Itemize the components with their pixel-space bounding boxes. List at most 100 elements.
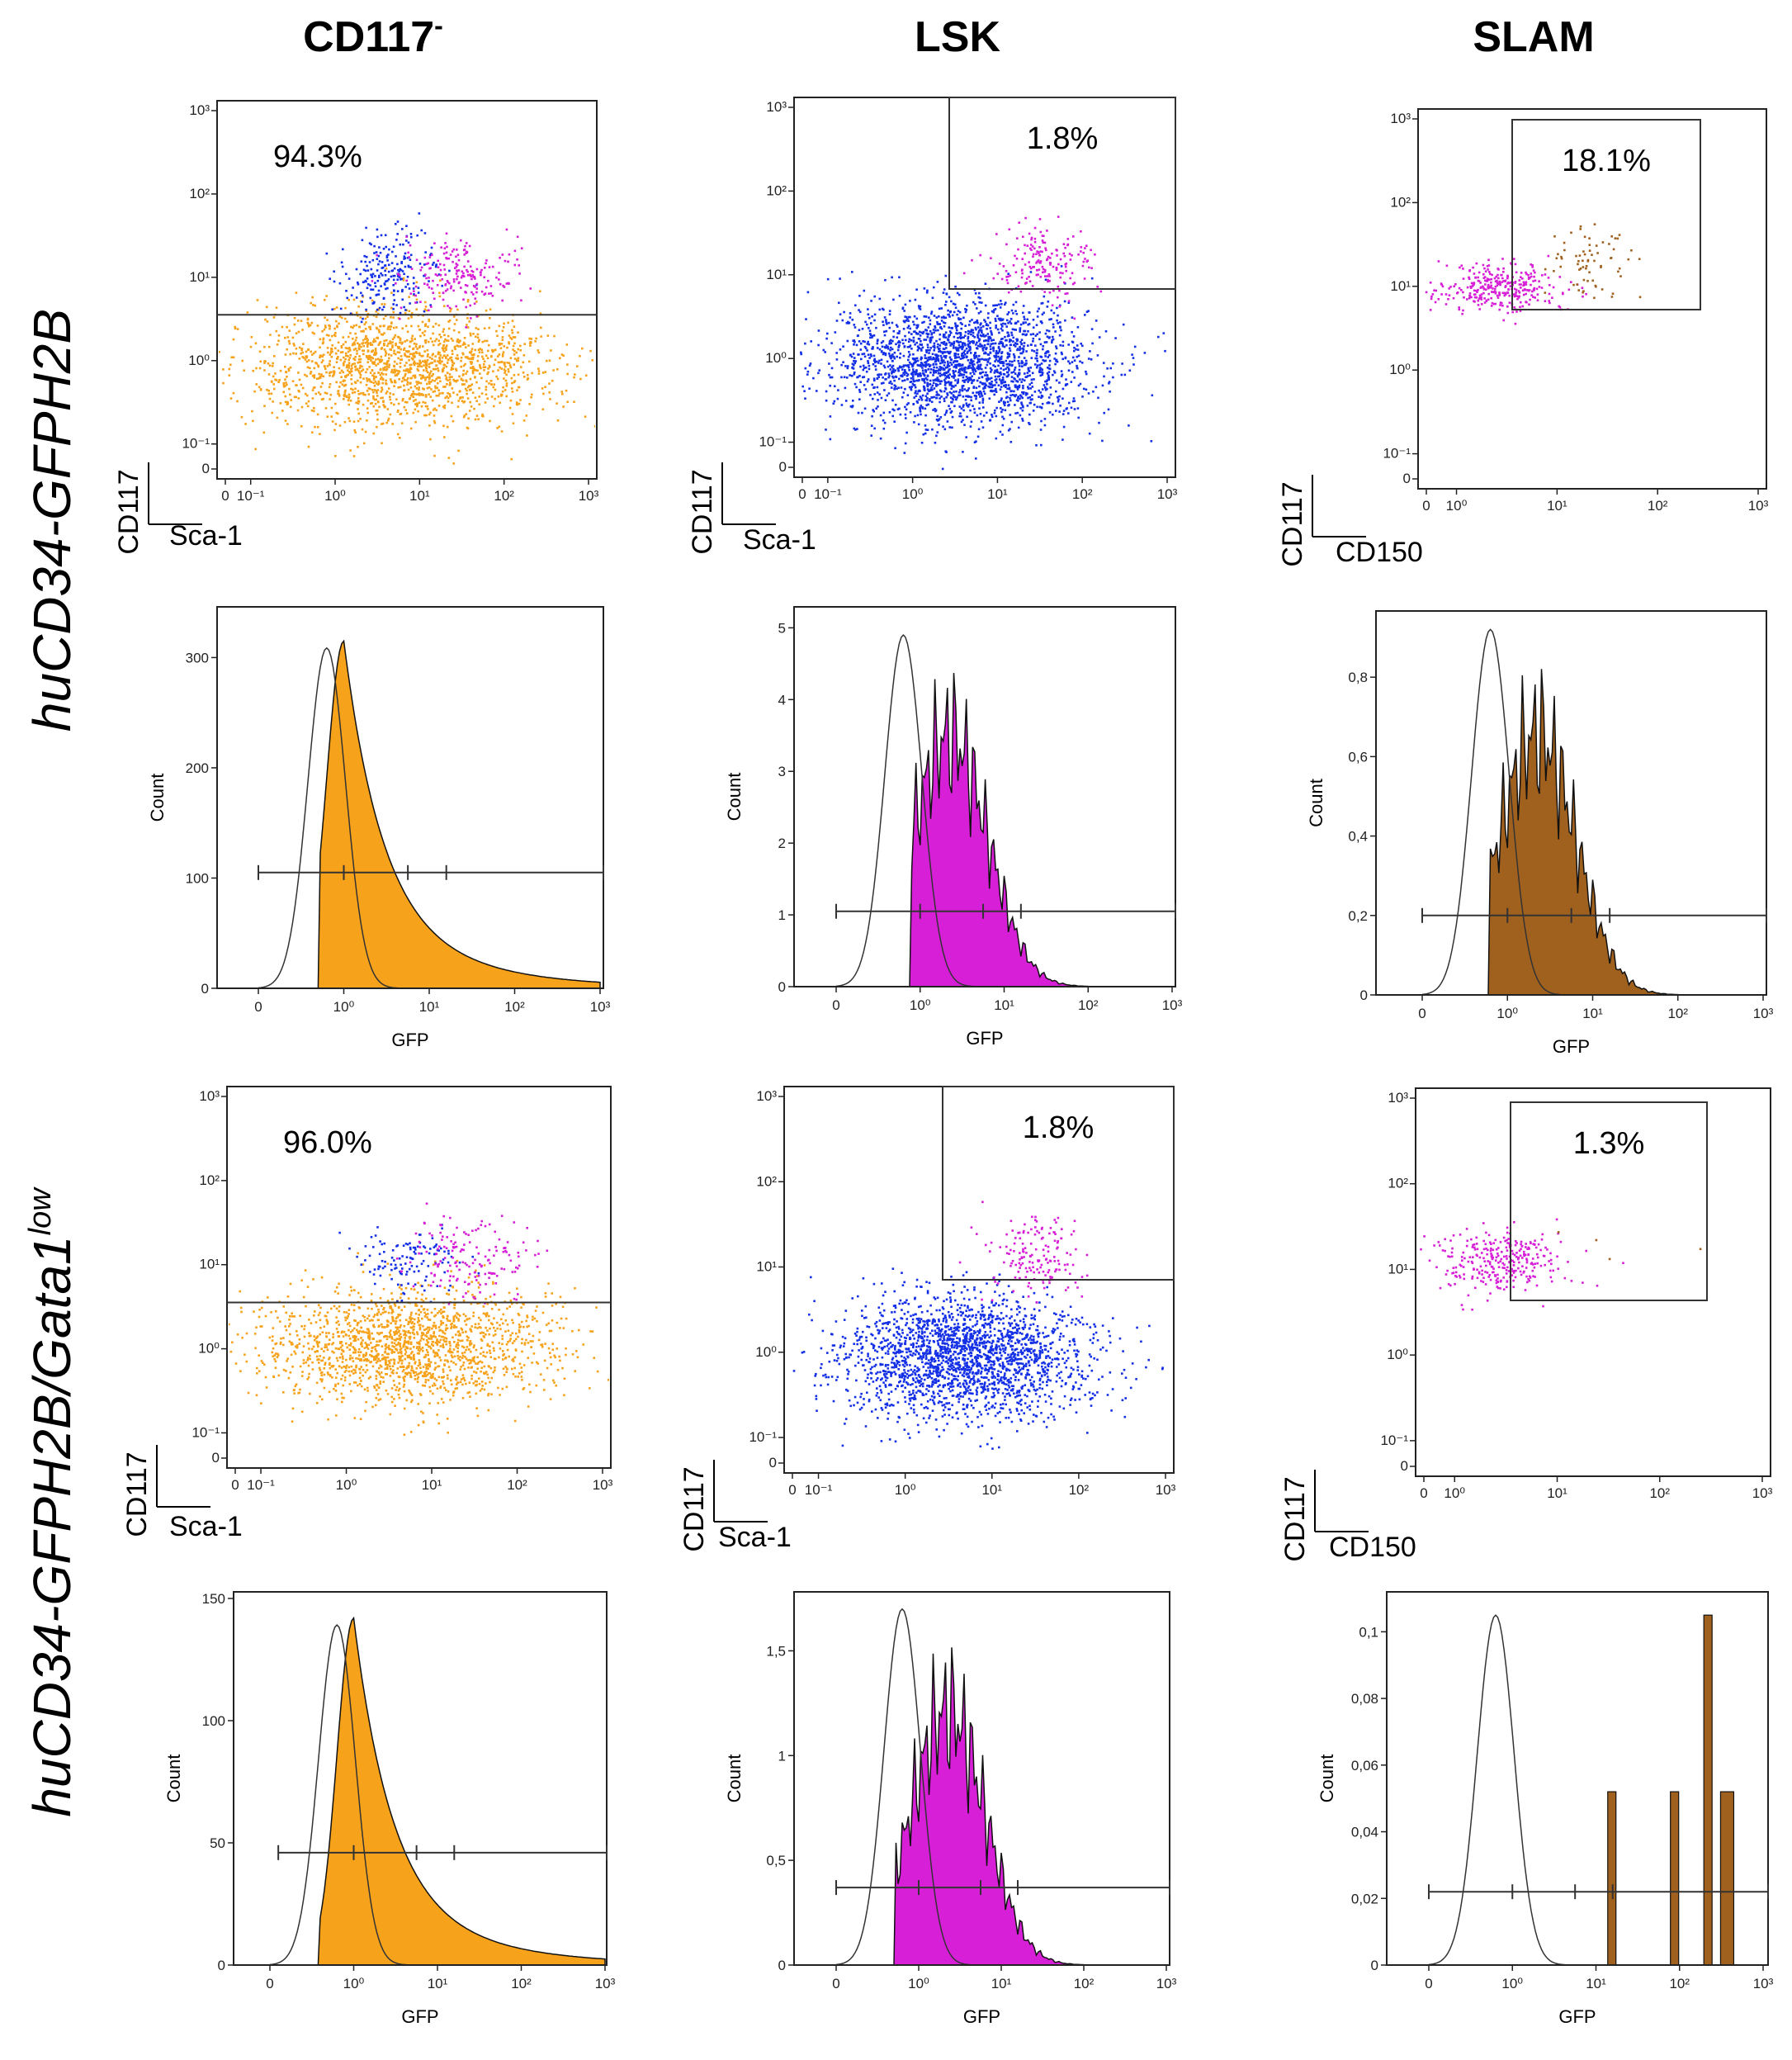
data-point: [307, 324, 310, 326]
data-point: [951, 327, 953, 329]
data-point: [940, 327, 943, 330]
data-point: [291, 380, 295, 382]
data-point: [1579, 228, 1582, 230]
data-point: [853, 326, 857, 329]
data-point: [411, 339, 414, 342]
data-point: [947, 371, 950, 373]
data-point: [502, 353, 504, 356]
data-point: [366, 377, 368, 380]
data-point: [981, 301, 983, 304]
data-point: [480, 348, 483, 351]
data-point: [466, 300, 470, 303]
y-tick-label: 10³: [1390, 111, 1411, 126]
data-point: [926, 333, 929, 336]
data-point: [1047, 401, 1051, 405]
data-point: [310, 321, 314, 324]
data-point: [408, 355, 410, 358]
data-point: [1487, 286, 1489, 288]
data-point: [942, 368, 945, 371]
data-point: [903, 373, 906, 376]
data-point: [1032, 326, 1035, 329]
data-point: [426, 376, 429, 378]
data-point: [485, 259, 488, 262]
data-point: [858, 309, 860, 311]
data-point: [472, 333, 475, 335]
data-point: [348, 367, 350, 369]
data-point: [998, 375, 1000, 377]
data-point: [1001, 408, 1004, 411]
data-point: [1058, 289, 1061, 292]
data-point: [979, 366, 981, 368]
data-point: [1005, 270, 1008, 272]
data-point: [1019, 323, 1023, 326]
data-point: [853, 364, 855, 367]
data-point: [1011, 394, 1014, 396]
data-point: [400, 262, 403, 265]
data-point: [431, 287, 433, 290]
data-point: [984, 374, 986, 376]
data-point: [527, 360, 531, 363]
data-point: [1024, 363, 1027, 367]
data-point: [834, 331, 837, 334]
data-point: [445, 344, 448, 347]
data-point: [329, 363, 331, 367]
data-point: [501, 355, 504, 358]
data-point: [944, 381, 948, 384]
data-point: [1477, 276, 1479, 279]
data-point: [835, 352, 838, 354]
data-point: [416, 383, 418, 386]
data-point: [359, 300, 362, 303]
y-tick-label: 10⁻¹: [182, 436, 210, 452]
data-point: [437, 381, 439, 385]
data-point: [255, 383, 258, 386]
data-point: [980, 420, 983, 423]
data-point: [828, 362, 830, 365]
data-point: [470, 388, 472, 391]
data-point: [434, 265, 437, 268]
data-point: [471, 372, 475, 375]
data-point: [441, 356, 444, 359]
data-point: [511, 413, 514, 415]
data-point: [442, 330, 445, 333]
data-point: [995, 324, 997, 327]
data-point: [196, 388, 198, 391]
data-point: [826, 332, 829, 335]
data-point: [424, 341, 427, 344]
data-point: [370, 343, 372, 346]
data-point: [952, 394, 955, 396]
data-point: [1061, 353, 1063, 356]
data-point: [843, 310, 845, 314]
data-point: [987, 338, 990, 340]
data-point: [1048, 318, 1051, 321]
data-point: [1073, 349, 1076, 353]
data-point: [1007, 272, 1009, 275]
data-point: [526, 434, 528, 437]
data-point: [415, 308, 418, 310]
data-point: [509, 366, 512, 368]
data-point: [867, 313, 870, 316]
data-point: [998, 303, 1000, 306]
data-point: [370, 273, 372, 277]
data-point: [818, 369, 820, 372]
data-point: [997, 352, 1000, 354]
data-point: [409, 258, 412, 261]
data-point: [1000, 327, 1003, 330]
data-point: [440, 246, 442, 249]
data-point: [380, 234, 383, 237]
data-point: [362, 317, 364, 320]
data-point: [1454, 283, 1457, 286]
data-point: [1015, 258, 1019, 260]
data-point: [955, 332, 957, 334]
data-point: [391, 338, 395, 341]
data-point: [324, 326, 327, 329]
data-point: [1030, 236, 1033, 239]
data-point: [1548, 301, 1551, 305]
data-point: [1492, 302, 1496, 305]
data-point: [897, 332, 901, 334]
data-point: [305, 402, 308, 405]
data-point: [466, 299, 470, 301]
data-point: [469, 265, 472, 268]
data-point: [940, 351, 943, 353]
data-point: [461, 379, 465, 382]
data-point: [920, 340, 922, 343]
